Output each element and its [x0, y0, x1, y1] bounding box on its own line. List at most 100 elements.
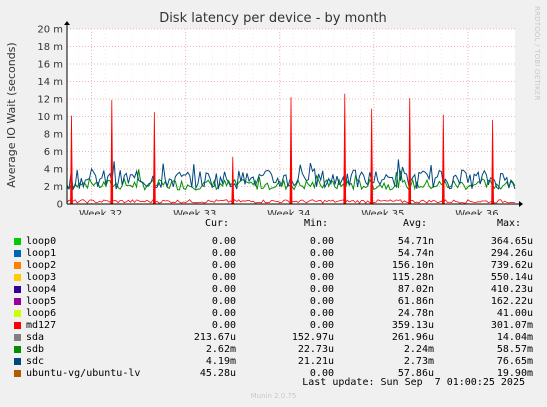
legend-swatch — [14, 274, 21, 281]
legend-avg-value: 61.86n — [397, 296, 434, 307]
legend-row: md127 0.00 0.00 359.13u 301.07m — [0, 320, 547, 332]
md127-spike — [370, 108, 374, 205]
y-axis-label: Average IO Wait (seconds) — [5, 42, 18, 187]
legend-series-name: sda — [26, 332, 45, 343]
legend-row: loop0 0.00 0.00 54.71n 364.65u — [0, 236, 547, 248]
legend-avg-value: 54.71n — [397, 236, 434, 247]
legend-min-value: 152.97u — [291, 332, 334, 343]
legend-cur-value: 0.00 — [211, 284, 236, 295]
y-axis-arrow-icon — [64, 21, 70, 25]
legend-min-value: 0.00 — [309, 320, 334, 331]
grid — [67, 28, 515, 204]
legend-avg-value: 2.24m — [403, 344, 434, 355]
legend-min-value: 0.00 — [309, 368, 334, 379]
md127-spike — [491, 119, 494, 205]
legend-swatch — [14, 298, 21, 305]
legend-header-max: Max: — [497, 218, 522, 229]
x-tick-label: Week 33 — [173, 209, 216, 215]
x-tick-label: Week 36 — [455, 209, 498, 215]
y-tick-label: 6 m — [44, 147, 63, 158]
legend-cur-value: 0.00 — [211, 308, 236, 319]
legend-avg-value: 156.10n — [391, 260, 434, 271]
md127-spike — [289, 97, 293, 205]
legend-max-value: 301.07m — [490, 320, 533, 331]
latency-chart: 0 2 m 4 m 6 m 8 m 10 m 12 m 14 m 16 m 18 m 20 m Wee… — [5, 11, 523, 215]
legend-min-value: 21.21u — [297, 356, 334, 367]
legend-swatch — [14, 262, 21, 269]
rrdtool-credit: RRDTOOL / TOBI OETIKER — [533, 6, 541, 101]
md127-spike — [408, 98, 412, 205]
legend-row: loop3 0.00 0.00 115.28n 550.14u — [0, 272, 547, 284]
legend-swatch — [14, 310, 21, 317]
md127-spike — [70, 115, 73, 205]
legend-series-name: loop1 — [26, 248, 57, 259]
legend-series-name: ubuntu-vg/ubuntu-lv — [26, 368, 141, 379]
legend-swatch — [14, 322, 21, 329]
legend-avg-value: 54.74n — [397, 248, 434, 259]
x-tick-label: Week 34 — [267, 209, 310, 215]
legend-max-value: 19.90m — [496, 368, 533, 379]
y-tick-label: 10 m — [37, 112, 63, 123]
legend-avg-value: 359.13u — [391, 320, 434, 331]
legend-swatch — [14, 238, 21, 245]
legend-max-value: 58.57m — [496, 344, 533, 355]
y-tick-label: 20 m — [37, 25, 63, 36]
munin-credit: Munin 2.0.75 — [250, 392, 297, 400]
legend-swatch — [14, 250, 21, 257]
legend-row: loop5 0.00 0.00 61.86n 162.22u — [0, 296, 547, 308]
legend-min-value: 0.00 — [309, 296, 334, 307]
legend-max-value: 14.04m — [496, 332, 533, 343]
legend-row: loop4 0.00 0.00 87.02n 410.23u — [0, 284, 547, 296]
legend-avg-value: 57.86u — [397, 368, 434, 379]
legend-row: ubuntu-vg/ubuntu-lv 45.28u 0.00 57.86u 19.90… — [0, 368, 547, 380]
axes: 0 2 m 4 m 6 m 8 m 10 m 12 m 14 m 16 m 18 m 20 m Wee… — [37, 21, 523, 215]
legend-series-name: sdb — [26, 344, 45, 355]
y-tick-label: 8 m — [44, 130, 63, 141]
legend-min-value: 0.00 — [309, 236, 334, 247]
legend-cur-value: 0.00 — [211, 296, 236, 307]
legend-series-name: loop0 — [26, 236, 57, 247]
legend-series-name: sdc — [26, 356, 45, 367]
legend-swatch — [14, 370, 21, 377]
last-update: Last update: Sun Sep 7 01:00:25 2025 — [302, 377, 525, 388]
legend-cur-value: 45.28u — [199, 368, 236, 379]
legend-max-value: 162.22u — [490, 296, 533, 307]
legend-header-avg: Avg: — [403, 218, 428, 229]
y-tick-label: 12 m — [37, 95, 63, 106]
legend-swatch — [14, 346, 21, 353]
legend-header-cur: Cur: — [205, 218, 230, 229]
legend-series-name: loop4 — [26, 284, 57, 295]
md127-spike — [441, 114, 445, 205]
x-tick-label: Week 35 — [361, 209, 404, 215]
legend-cur-value: 0.00 — [211, 320, 236, 331]
legend-row: loop1 0.00 0.00 54.74n 294.26u — [0, 248, 547, 260]
legend-max-value: 550.14u — [490, 272, 533, 283]
legend-avg-value: 87.02n — [397, 284, 434, 295]
y-tick-label: 16 m — [37, 60, 63, 71]
legend-series-name: loop3 — [26, 272, 57, 283]
legend-min-value: 22.73u — [297, 344, 334, 355]
legend-series-name: loop5 — [26, 296, 57, 307]
legend-series-name: md127 — [26, 320, 57, 331]
x-axis-arrow-icon — [519, 201, 523, 207]
legend-max-value: 364.65u — [490, 236, 533, 247]
chart-title: Disk latency per device - by month — [159, 11, 387, 26]
x-tick-label: Week 32 — [79, 209, 122, 215]
md127-spike — [110, 99, 114, 205]
y-tick-label: 4 m — [44, 165, 63, 176]
legend-swatch — [14, 286, 21, 293]
legend-max-value: 76.65m — [496, 356, 533, 367]
legend-cur-value: 0.00 — [211, 260, 236, 271]
legend-min-value: 0.00 — [309, 308, 334, 319]
legend-avg-value: 2.73m — [403, 356, 434, 367]
legend-swatch — [14, 334, 21, 341]
legend-max-value: 739.62u — [490, 260, 533, 271]
legend-series-name: loop2 — [26, 260, 57, 271]
md127-spike — [343, 93, 347, 205]
legend-cur-value: 0.00 — [211, 272, 236, 283]
series-layer — [66, 93, 516, 205]
legend-swatch — [14, 358, 21, 365]
legend-avg-value: 24.78n — [397, 308, 434, 319]
md127-spike — [231, 156, 235, 205]
legend-cur-value: 0.00 — [211, 248, 236, 259]
